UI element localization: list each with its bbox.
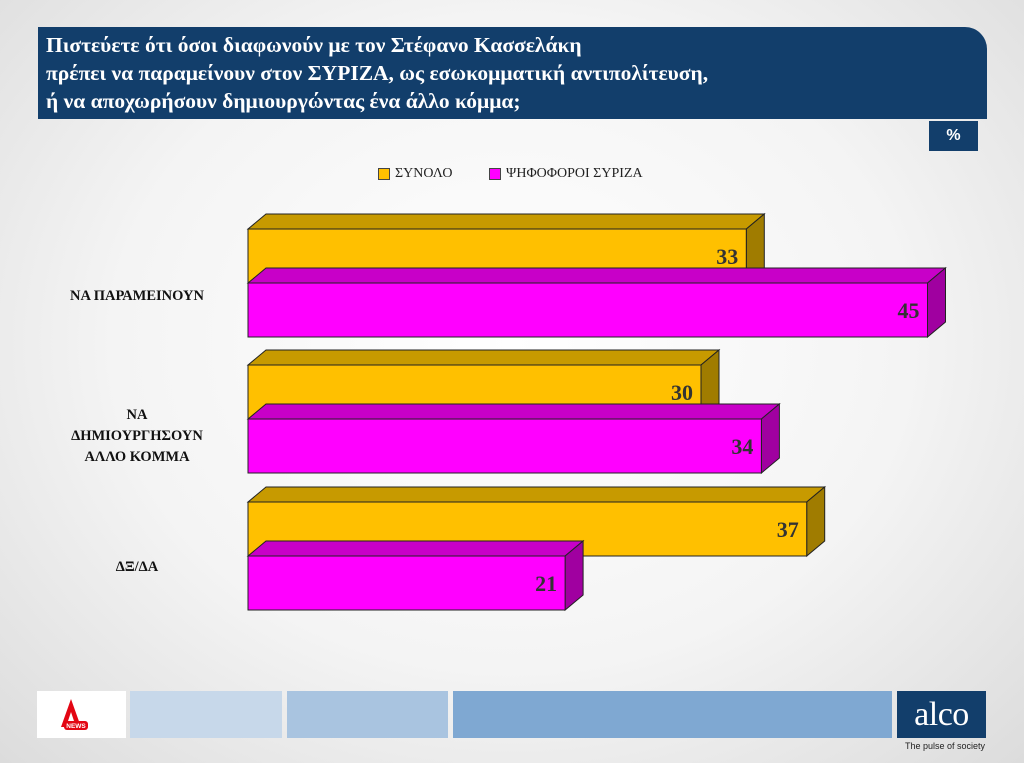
category-label-new-party-line-3: ΑΛΛΟ ΚΟΜΜΑ bbox=[84, 449, 190, 465]
category-label-dk-na-line-1: ΔΞ/ΔΑ bbox=[115, 559, 159, 575]
chart-legend: ΣΥΝΟΛΟ ΨΗΦΟΦΟΡΟΙ ΣΥΡΙΖΑ bbox=[0, 166, 1024, 186]
data-label-syriza-1: 34 bbox=[731, 434, 753, 459]
category-label-new-party: ΝΑ ΔΗΜΙΟΥΡΓΗΣΟΥΝ ΑΛΛΟ ΚΟΜΜΑ bbox=[32, 405, 242, 468]
bar-syriza-0 bbox=[247, 282, 928, 338]
title-banner bbox=[38, 27, 987, 119]
bar-syriza-2-top bbox=[246, 540, 585, 557]
partner-logo-box: NEWS bbox=[37, 691, 126, 738]
legend-swatch-syriza bbox=[489, 168, 501, 180]
category-label-dk-na: ΔΞ/ΔΑ bbox=[32, 557, 242, 578]
bar-total-2-top bbox=[246, 486, 827, 503]
legend-label-total: ΣΥΝΟΛΟ bbox=[395, 166, 453, 181]
chart-title: Πιστεύετε ότι όσοι διαφωνούν με τον Στέφ… bbox=[46, 31, 966, 115]
bar-syriza-2 bbox=[247, 555, 566, 611]
bar-syriza-1 bbox=[247, 418, 762, 474]
title-line-2: πρέπει να παραμείνουν στον ΣΥΡΙΖΑ, ως εσ… bbox=[46, 61, 709, 85]
category-label-new-party-line-2: ΔΗΜΙΟΥΡΓΗΣΟΥΝ bbox=[71, 428, 203, 444]
legend-item-syriza: ΨΗΦΟΦΟΡΟΙ ΣΥΡΙΖΑ bbox=[489, 166, 643, 182]
data-label-total-0: 33 bbox=[716, 244, 738, 269]
title-line-3: ή να αποχωρήσουν δημιουργώντας ένα άλλο … bbox=[46, 89, 521, 113]
title-line-1: Πιστεύετε ότι όσοι διαφωνούν με τον Στέφ… bbox=[46, 33, 582, 57]
footer-strip-2 bbox=[287, 691, 448, 738]
category-label-new-party-line-1: ΝΑ bbox=[126, 407, 148, 423]
category-label-remain: ΝΑ ΠΑΡΑΜΕΙΝΟΥΝ bbox=[32, 286, 242, 307]
alpha-news-logo: NEWS bbox=[61, 699, 88, 730]
data-label-total-2: 37 bbox=[777, 517, 799, 542]
footer-strip-1 bbox=[130, 691, 282, 738]
data-label-total-1: 30 bbox=[671, 380, 693, 405]
legend-label-syriza: ΨΗΦΟΦΟΡΟΙ ΣΥΡΙΖΑ bbox=[506, 166, 643, 181]
category-label-remain-line-1: ΝΑ ΠΑΡΑΜΕΙΝΟΥΝ bbox=[69, 288, 205, 304]
partner-logo-text: NEWS bbox=[66, 723, 86, 730]
data-label-syriza-2: 21 bbox=[535, 571, 557, 596]
bar-syriza-1-top bbox=[246, 403, 781, 420]
bar-syriza-0-top bbox=[246, 267, 947, 284]
alco-logo: alco bbox=[897, 691, 986, 738]
alco-tagline: The pulse of society bbox=[905, 741, 986, 751]
footer-strip-3 bbox=[453, 691, 892, 738]
data-label-syriza-0: 45 bbox=[898, 298, 920, 323]
legend-item-total: ΣΥΝΟΛΟ bbox=[378, 166, 453, 182]
percent-unit-badge: % bbox=[929, 121, 978, 151]
bar-total-0-top bbox=[246, 213, 766, 230]
legend-swatch-total bbox=[378, 168, 390, 180]
bar-total-1-top bbox=[246, 349, 721, 366]
